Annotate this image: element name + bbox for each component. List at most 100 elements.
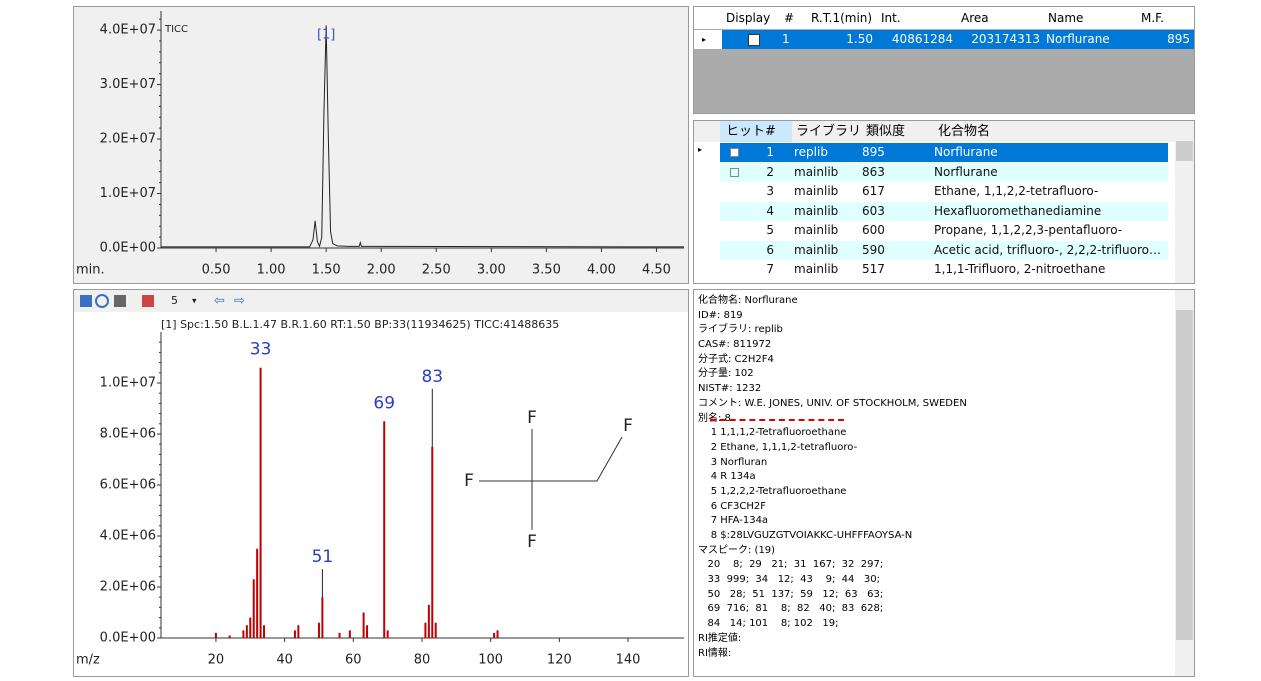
atom: F	[527, 532, 537, 552]
toolbar-value[interactable]: 5	[171, 294, 178, 307]
column-header: Name	[1048, 11, 1084, 25]
info-line: 3 Norfluran	[698, 456, 768, 468]
x-tick-label: 3.50	[532, 263, 561, 278]
cell: 5	[766, 223, 774, 237]
column-header: Display	[726, 11, 771, 25]
row	[720, 260, 1168, 279]
column-header: #	[784, 11, 795, 25]
atom: F	[623, 416, 633, 436]
display-checkbox[interactable]	[748, 34, 760, 46]
peak-label: [1]	[317, 28, 335, 43]
info-line: マスピーク: (19)	[698, 544, 776, 556]
info-line: 8 $:28LVGUZGTVOIAKKC-UHFFFAOYSA-N	[698, 530, 913, 541]
spectrum-bar	[245, 625, 248, 638]
forward-arrow[interactable]: ⇨	[234, 294, 245, 309]
spectrum-bar	[362, 612, 365, 638]
info-line: 分子量: 102	[698, 368, 754, 380]
y-tick-label: 0.0E+00	[100, 631, 156, 646]
spectrum-bar	[431, 446, 434, 638]
info-line: 2 Ethane, 1,1,1,2-tetrafluoro-	[698, 441, 858, 453]
dropdown[interactable]: ▾	[192, 297, 197, 307]
cell: 600	[862, 223, 885, 237]
spectrum-bar	[348, 630, 351, 638]
x-tick-label: 4.00	[587, 263, 616, 278]
scrollbar[interactable]	[1175, 121, 1194, 283]
info-line: 50 28; 51 137; 59 12; 63 63;	[698, 588, 884, 600]
selected-row	[720, 143, 1168, 162]
x-tick-label: 40	[276, 653, 293, 668]
cell: 4	[766, 203, 774, 218]
tree-node	[730, 167, 739, 177]
cell: Acetic acid, trifluoro-, 2,2,2-trifluoro…	[934, 242, 1161, 257]
header-row	[694, 7, 1194, 29]
spectrum-bar	[321, 597, 324, 638]
toolbar	[74, 290, 688, 312]
y-tick-label: 3.0E+07	[100, 77, 156, 92]
tic-trace	[161, 25, 685, 248]
back-arrow[interactable]: ⇦	[214, 294, 225, 309]
row-header: ▸	[694, 30, 722, 49]
info-line: 84 14; 101 8; 102 19;	[698, 618, 839, 630]
spectrum-bar	[249, 617, 252, 638]
cell: 617	[862, 184, 885, 198]
cell: Norflurane	[934, 164, 998, 179]
cell: 590	[862, 242, 885, 257]
spectrum-panel: 5 ▾ ⇦ ⇨ [1] Spc:1.50 B.L.1.47 B.R.1.60 R…	[73, 289, 689, 677]
cell: 1	[766, 145, 774, 159]
spectrum-bar	[214, 632, 217, 638]
y-tick-label: 4.0E+06	[100, 529, 156, 544]
info-line: 化合物名: Norflurane	[698, 295, 798, 306]
cell: Hexafluoromethanediamine	[934, 203, 1102, 218]
peak-table: Display # R.T.1(min) Int. Area Name M.F. ▸ 1 1.50…	[693, 6, 1195, 114]
cell: 895	[862, 145, 885, 159]
row-header: ▸	[698, 145, 703, 154]
x-axis-label: m/z	[76, 653, 100, 668]
peak-annotation: 33	[250, 340, 272, 360]
column-header: 類似度	[866, 124, 906, 139]
info-line: 69 716; 81 8; 82 40; 83 628;	[698, 603, 884, 615]
y-tick-label: 1.0E+07	[100, 186, 156, 201]
row	[720, 201, 1168, 221]
info-line: 分子式: C2H2F4	[698, 353, 774, 365]
tool-icon[interactable]	[114, 295, 126, 307]
spectrum: 5 ▾ ⇦ ⇨ [1] Spc:1.50 B.L.1.47 B.R.1.60 R…	[74, 290, 688, 668]
tool-icon[interactable]	[95, 294, 109, 308]
info-line: 別名: 8	[698, 412, 731, 424]
y-tick-label: 0.0E+00	[100, 241, 156, 256]
selected-row	[722, 30, 1194, 49]
info-line: RI情報:	[698, 647, 732, 659]
tool-icon[interactable]	[142, 295, 154, 307]
y-tick-label: 2.0E+06	[100, 580, 156, 595]
cell: 863	[862, 164, 885, 179]
y-tick-label: 1.0E+07	[100, 376, 156, 391]
scroll-thumb[interactable]	[1176, 141, 1193, 161]
plot-area	[161, 11, 684, 248]
peak-annotation: 51	[312, 547, 334, 567]
x-tick-label: 140	[616, 653, 641, 668]
cell: 203174313	[971, 32, 1040, 46]
y-tick-label: 2.0E+07	[100, 132, 156, 147]
spectrum-bar	[263, 625, 266, 638]
spectrum-bar	[228, 635, 231, 638]
tool-icon[interactable]	[80, 295, 92, 307]
x-axis-label: min.	[76, 263, 105, 278]
cell: 1,1,1-Trifluoro, 2-nitroethane	[934, 262, 1106, 276]
hit-table: ヒット# ライブラリ 類似度 化合物名 1 replib 895 Norflurane 2 mai…	[693, 120, 1195, 284]
x-tick-label: 60	[345, 653, 362, 668]
scroll-thumb[interactable]	[1176, 310, 1193, 640]
cell: 895	[1167, 32, 1190, 46]
column-header: ヒット#	[726, 124, 776, 139]
info-line: 6 CF3CH2F	[698, 500, 766, 512]
column-header: 化合物名	[938, 124, 991, 139]
cell: mainlib	[794, 164, 839, 179]
spectrum-bar	[383, 421, 386, 638]
column-header: M.F.	[1141, 11, 1164, 25]
cell: Propane, 1,1,2,2,3-pentafluoro-	[934, 223, 1123, 237]
cell: mainlib	[794, 223, 839, 237]
cell: 517	[862, 262, 885, 276]
info-line: コメント: W.E. JONES, UNIV. OF STOCKHOLM, SW…	[698, 397, 967, 409]
chromatogram-panel: 0.0E+00 1.0E+07 2.0E+07 3.0E+07 4.0E+07 0.50 1…	[73, 6, 689, 284]
chromatogram: 0.0E+00 1.0E+07 2.0E+07 3.0E+07 4.0E+07 0.50 1…	[76, 11, 685, 278]
x-tick-label: 80	[414, 653, 431, 668]
